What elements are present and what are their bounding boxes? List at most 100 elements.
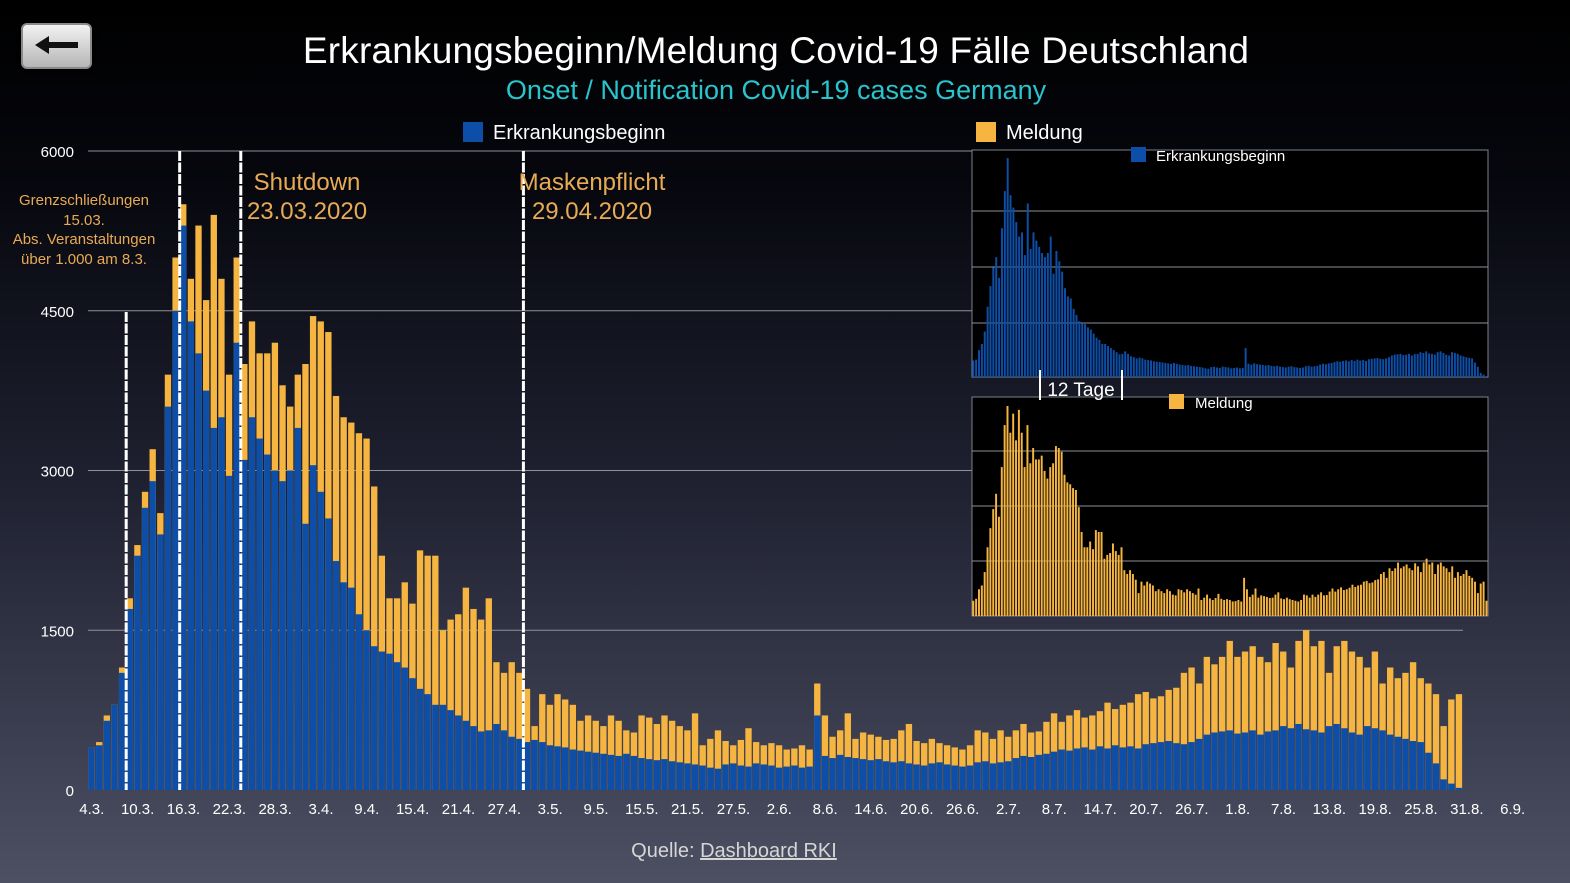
inset-onset-bar-176 <box>1476 366 1479 377</box>
inset-report-bar-159 <box>1425 558 1428 616</box>
bar-meldung-143 <box>1180 672 1188 790</box>
bar-meldung-57 <box>523 688 531 790</box>
inset-onset-bar-161 <box>1433 354 1436 377</box>
inset-report-bar-75 <box>1186 589 1189 616</box>
bar-erkrankungsbeginn-102 <box>867 760 874 790</box>
bar-erkrankungsbeginn-160 <box>1310 730 1317 790</box>
bar-erkrankungsbeginn-143 <box>1180 744 1188 790</box>
inset-onset-bar-0 <box>972 360 975 377</box>
back-button[interactable] <box>21 23 92 69</box>
bar-erkrankungsbeginn-69 <box>615 755 622 790</box>
bar-erkrankungsbeginn-135 <box>1119 747 1126 790</box>
inset-onset-bar-15 <box>1015 222 1018 377</box>
inset-onset-bar-46 <box>1104 343 1107 377</box>
source-link[interactable]: Dashboard RKI <box>700 840 837 862</box>
inset-onset-bar-119 <box>1313 366 1316 377</box>
inset-report-bar-132 <box>1348 587 1351 616</box>
inset-onset: Erkrankungsbeginn <box>971 147 1489 378</box>
bar-erkrankungsbeginn-149 <box>1226 730 1233 790</box>
bar-erkrankungsbeginn-30 <box>317 491 324 790</box>
inset-report-bar-142 <box>1377 579 1380 616</box>
inset-onset-bar-145 <box>1387 357 1390 377</box>
bar-erkrankungsbeginn-29 <box>309 465 317 790</box>
inset-onset-bar-64 <box>1155 361 1158 377</box>
inset-onset-bar-62 <box>1150 360 1152 377</box>
inset-onset-bar-28 <box>1052 273 1055 377</box>
inset-onset-bar-80 <box>1201 367 1204 377</box>
bar-erkrankungsbeginn-169 <box>1379 730 1386 790</box>
inset-onset-bar-178 <box>1482 374 1485 377</box>
inset-report-bar-95 <box>1243 577 1246 616</box>
bar-erkrankungsbeginn-157 <box>1287 728 1295 790</box>
inset-onset-bar-165 <box>1445 354 1448 377</box>
bar-erkrankungsbeginn-108 <box>913 764 920 790</box>
legend-onset-swatch <box>463 122 483 142</box>
inset-onset-bar-74 <box>1184 365 1187 377</box>
bar-erkrankungsbeginn-134 <box>1112 745 1119 790</box>
bar-erkrankungsbeginn-81 <box>707 767 714 790</box>
bar-meldung-144 <box>1188 667 1195 790</box>
bar-erkrankungsbeginn-175 <box>1425 752 1432 790</box>
inset-report-bar-148 <box>1394 568 1397 616</box>
inset-onset-bar-111 <box>1290 366 1293 377</box>
bar-meldung-161 <box>1318 640 1325 790</box>
inset-onset-bar-67 <box>1164 362 1167 377</box>
inset-report-bar-6 <box>989 528 992 616</box>
bar-erkrankungsbeginn-138 <box>1142 744 1149 790</box>
bar-meldung-107 <box>905 723 913 790</box>
inset-onset-bar-94 <box>1241 367 1244 377</box>
inset-report-bar-35 <box>1072 488 1075 616</box>
bar-erkrankungsbeginn-6 <box>134 555 141 790</box>
x-tick-label-9: 27.4. <box>488 801 521 818</box>
bar-erkrankungsbeginn-73 <box>646 759 653 790</box>
bar-meldung-141 <box>1165 689 1172 790</box>
inset-report-bar-169 <box>1454 577 1457 616</box>
inset-report-bar-46 <box>1103 558 1106 616</box>
inset-onset-bar-26 <box>1046 253 1049 377</box>
bar-erkrankungsbeginn-42 <box>409 678 416 790</box>
inset-onset-bar-89 <box>1227 367 1230 377</box>
inset-report-bar-17 <box>1020 432 1023 616</box>
inset-onset-bar-11 <box>1003 191 1006 377</box>
inset-onset-bar-120 <box>1316 365 1319 377</box>
bar-erkrankungsbeginn-91 <box>783 766 790 790</box>
inset-report-bar-57 <box>1134 579 1137 616</box>
bar-erkrankungsbeginn-41 <box>401 667 408 790</box>
inset-onset-bar-20 <box>1029 248 1032 377</box>
inset-onset-bar-141 <box>1376 357 1379 377</box>
annotation-border-line-2: Abs. Veranstaltungen <box>13 231 156 248</box>
bar-meldung-74 <box>653 723 661 790</box>
inset-onset-bar-155 <box>1416 353 1419 377</box>
inset-onset-bar-122 <box>1322 363 1324 377</box>
bar-erkrankungsbeginn-130 <box>1081 747 1088 790</box>
inset-report-bar-66 <box>1160 591 1163 616</box>
inset-onset-bar-29 <box>1055 250 1058 377</box>
bar-erkrankungsbeginn-99 <box>844 756 851 790</box>
inset-onset-bar-84 <box>1213 366 1216 377</box>
annotation-border-line-3: über 1.000 am 8.3. <box>21 251 147 268</box>
bar-erkrankungsbeginn-93 <box>798 767 806 790</box>
x-tick-label-27: 13.8. <box>1313 801 1346 818</box>
inset-onset-bar-116 <box>1304 366 1307 377</box>
bar-erkrankungsbeginn-80 <box>699 765 706 790</box>
inset-report-bar-161 <box>1431 562 1434 616</box>
inset-report-bar-137 <box>1362 581 1365 616</box>
inset-onset-bar-131 <box>1347 361 1350 377</box>
bar-erkrankungsbeginn-2 <box>103 720 111 790</box>
inset-report-bar-58 <box>1137 593 1140 616</box>
bar-erkrankungsbeginn-98 <box>837 754 844 790</box>
bar-erkrankungsbeginn-87 <box>752 763 760 790</box>
bar-meldung-179 <box>1455 694 1463 790</box>
inset-report-bar-4 <box>983 572 986 616</box>
inset-onset-bar-69 <box>1170 363 1173 377</box>
bar-erkrankungsbeginn-142 <box>1173 743 1180 790</box>
inset-report-bar-116 <box>1302 594 1305 616</box>
inset-report-bar-109 <box>1283 599 1285 616</box>
bar-meldung-36 <box>363 438 370 790</box>
inset-report-bar-30 <box>1057 448 1060 616</box>
x-tick-label-23: 20.7. <box>1129 801 1162 818</box>
x-tick-label-20: 2.7. <box>996 801 1021 818</box>
bar-erkrankungsbeginn-36 <box>363 630 370 790</box>
inset-onset-bar-104 <box>1270 365 1273 377</box>
legend-report-swatch <box>976 122 996 142</box>
